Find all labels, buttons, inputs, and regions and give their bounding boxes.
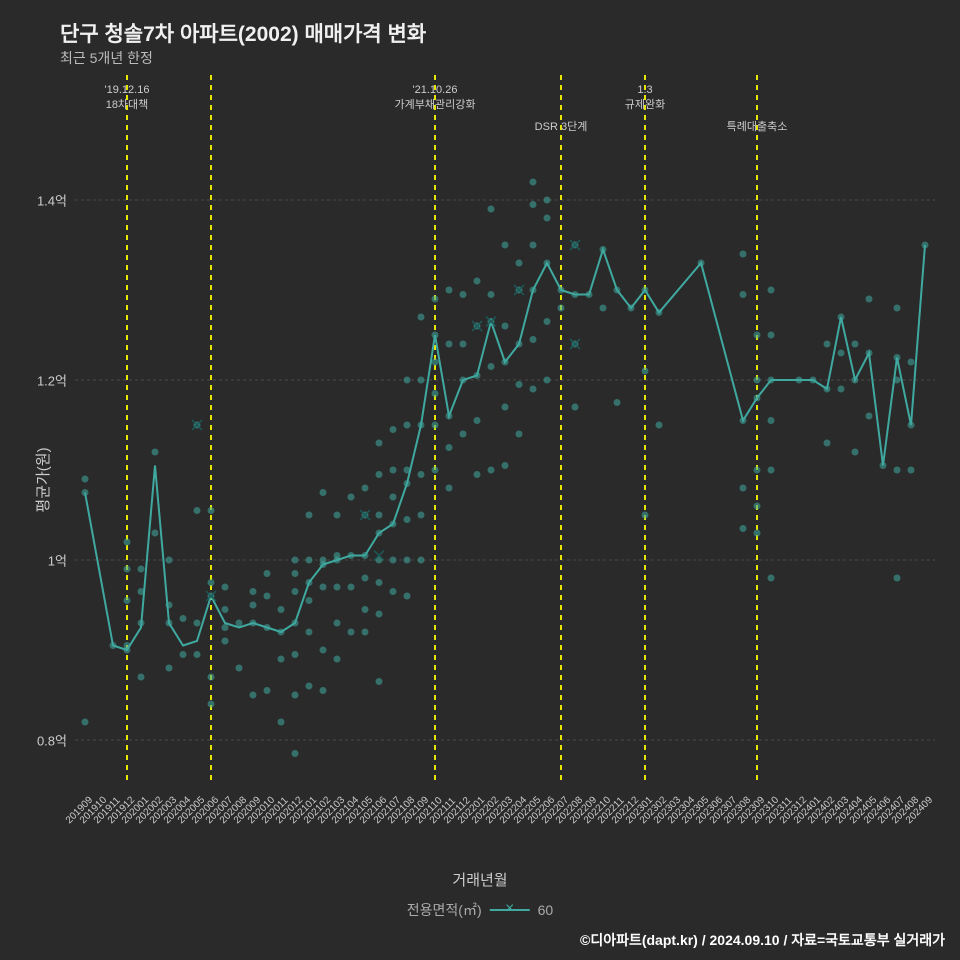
legend-marker-icon	[490, 909, 530, 911]
event-label: 특례대출축소	[727, 120, 788, 135]
event-label: '19.12.1618차대책	[105, 83, 150, 114]
event-label: 1.3규제완화	[625, 83, 665, 114]
chart-title: 단구 청솔7차 아파트(2002) 매매가격 변화	[60, 18, 426, 48]
credit-text: ©디아파트(dapt.kr) / 2024.09.10 / 자료=국토교통부 실…	[580, 930, 945, 950]
event-label: DSR 3단계	[535, 120, 588, 135]
event-label: '21.10.26가계부채관리강화	[395, 83, 476, 114]
y-tick-label: 1억	[48, 551, 67, 570]
legend-value: 60	[538, 902, 554, 918]
y-axis-label: 평균가(원)	[32, 447, 53, 512]
legend: 전용면적(㎡) 60	[407, 900, 553, 920]
y-tick-label: 1.4억	[37, 191, 67, 210]
legend-title: 전용면적(㎡)	[407, 900, 482, 920]
plot-area: 0.8억1억1.2억1.4억'19.12.1618차대책'21.10.26가계부…	[75, 75, 935, 825]
y-tick-label: 1.2억	[37, 371, 67, 390]
chart-svg	[75, 75, 935, 825]
x-axis-label: 거래년월	[452, 869, 507, 890]
y-tick-label: 0.8억	[37, 731, 67, 750]
chart-subtitle: 최근 5개년 한정	[60, 48, 153, 68]
